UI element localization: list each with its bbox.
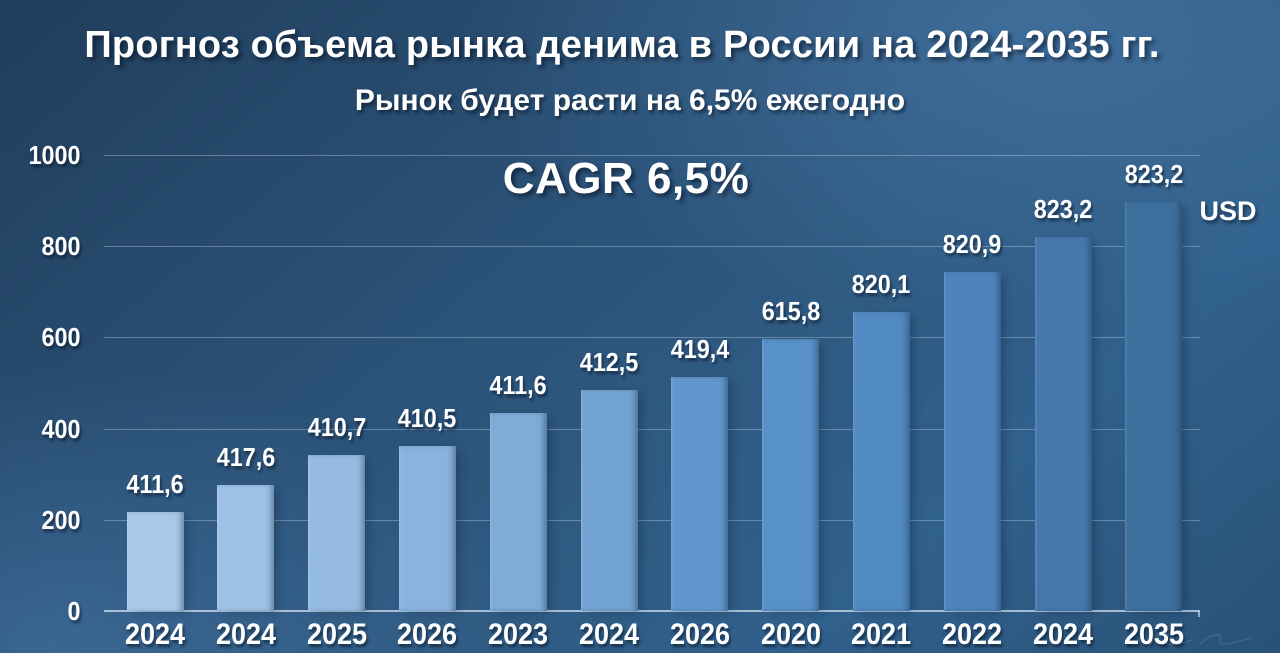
bar-year-label: 2024 xyxy=(578,618,640,651)
bar-year-label: 2024 xyxy=(215,618,276,651)
bar-year-label: 2021 xyxy=(851,618,912,651)
y-tick-label: 1000 xyxy=(28,140,81,170)
gridline xyxy=(104,155,1200,156)
chart-subtitle: Рынок будет расти на 6,5% ежегодно xyxy=(354,84,906,117)
bar-year-label: 2023 xyxy=(488,618,549,651)
chart-title: Прогноз объема рынка денима в России на … xyxy=(84,24,1160,66)
bar-value-label: 615,8 xyxy=(761,296,820,327)
y-tick-label: 400 xyxy=(41,413,81,444)
bar-year-label: 2024 xyxy=(1032,618,1094,651)
y-tick-label: 200 xyxy=(41,504,81,535)
gridline xyxy=(104,519,1200,521)
bar xyxy=(308,455,366,611)
bar-year-label: 2026 xyxy=(669,618,730,651)
bar xyxy=(489,413,547,611)
bar-value-label: 411,6 xyxy=(489,370,547,401)
bar-value-label: 823,2 xyxy=(1124,158,1184,189)
y-tick-label: 800 xyxy=(41,231,81,262)
bar-year-label: 2025 xyxy=(306,618,367,651)
gridline xyxy=(104,337,1200,339)
bar xyxy=(580,389,638,611)
y-tick-label: 600 xyxy=(41,322,81,353)
bar xyxy=(126,512,184,611)
bar xyxy=(398,445,456,611)
axis-end-tick xyxy=(1198,611,1200,617)
bar-value-label: 411,6 xyxy=(126,469,184,500)
gridline xyxy=(104,246,1200,248)
cagr-annotation: CAGR 6,5% xyxy=(502,154,750,203)
bar-year-label: 2035 xyxy=(1123,618,1184,651)
bar-year-label: 2024 xyxy=(124,618,186,651)
x-axis-baseline xyxy=(104,610,1200,612)
bar-year-label: 2020 xyxy=(760,618,821,651)
bar-value-label: 412,5 xyxy=(579,346,639,377)
bar-year-label: 2026 xyxy=(397,618,458,651)
bar xyxy=(671,377,729,611)
watermark-signature xyxy=(1147,631,1253,649)
bar-value-label: 410,7 xyxy=(307,412,366,443)
bar xyxy=(943,272,1001,611)
bar xyxy=(1125,201,1183,611)
bar-value-label: 823,2 xyxy=(1033,194,1093,225)
bar-value-label: 417,6 xyxy=(216,442,276,473)
gridline xyxy=(104,428,1200,430)
bar xyxy=(762,339,820,611)
bar xyxy=(1034,237,1092,611)
y-tick-label: 0 xyxy=(67,596,81,626)
bar xyxy=(217,485,275,611)
unit-label: USD xyxy=(1199,196,1257,226)
bar-value-label: 820,9 xyxy=(942,229,1002,260)
bar-value-label: 410,5 xyxy=(398,402,457,433)
bar-value-label: 820,1 xyxy=(852,268,911,299)
bar xyxy=(852,311,910,611)
bar-year-label: 2022 xyxy=(942,618,1003,651)
bar-value-label: 419,4 xyxy=(670,334,730,365)
